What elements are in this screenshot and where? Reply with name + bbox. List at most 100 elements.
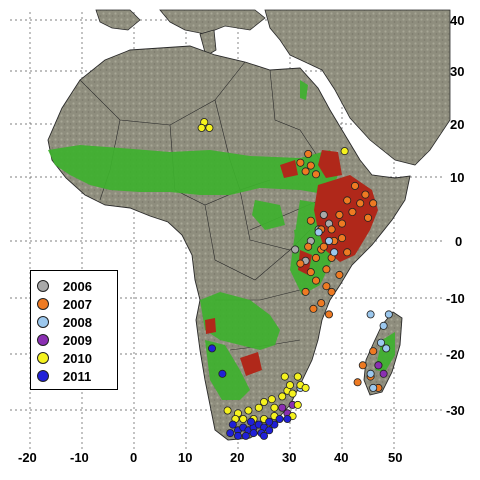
outbreak-marker-2006 bbox=[319, 210, 328, 219]
outbreak-marker-2007 bbox=[317, 299, 326, 308]
outbreak-marker-2008 bbox=[369, 383, 378, 392]
outbreak-marker-2011 bbox=[249, 429, 258, 438]
outbreak-marker-2011 bbox=[233, 431, 242, 440]
outbreak-marker-2009 bbox=[374, 361, 383, 370]
outbreak-marker-2007 bbox=[322, 282, 331, 291]
outbreak-marker-2011 bbox=[246, 417, 255, 426]
outbreak-marker-2010 bbox=[270, 403, 279, 412]
outbreak-marker-2010 bbox=[254, 403, 263, 412]
lon-tick: -10 bbox=[70, 450, 89, 465]
longitude-axis: -20 -10 0 10 20 30 40 50 bbox=[18, 450, 402, 465]
legend-item-2008: 2008 bbox=[37, 313, 92, 331]
lon-tick: -20 bbox=[18, 450, 37, 465]
outbreak-marker-2007 bbox=[363, 213, 372, 222]
legend-label: 2009 bbox=[63, 332, 92, 348]
landmass-north bbox=[95, 9, 451, 166]
outbreak-marker-2007 bbox=[350, 181, 359, 190]
legend-swatch bbox=[37, 298, 49, 310]
outbreak-marker-2007 bbox=[296, 259, 305, 268]
outbreak-marker-2011 bbox=[265, 417, 274, 426]
outbreak-marker-2011 bbox=[265, 426, 274, 435]
outbreak-marker-2011 bbox=[259, 431, 268, 440]
outbreak-marker-2007 bbox=[337, 219, 346, 228]
outbreak-marker-2010 bbox=[285, 381, 294, 390]
outbreak-marker-2010 bbox=[205, 123, 214, 132]
outbreak-marker-2010 bbox=[197, 123, 206, 132]
lat-tick: -10 bbox=[446, 291, 465, 306]
legend-swatch bbox=[37, 280, 49, 292]
outbreak-marker-2010 bbox=[267, 395, 276, 404]
outbreak-marker-2007 bbox=[304, 242, 313, 251]
outbreak-marker-2010 bbox=[301, 383, 310, 392]
outbreak-marker-2011 bbox=[241, 431, 250, 440]
legend-swatch bbox=[37, 316, 49, 328]
lon-tick: 30 bbox=[282, 450, 296, 465]
legend-label: 2010 bbox=[63, 350, 92, 366]
legend-swatch bbox=[37, 370, 49, 382]
outbreak-marker-2011 bbox=[226, 429, 235, 438]
legend-item-2006: 2006 bbox=[37, 277, 92, 295]
outbreak-marker-2007 bbox=[322, 265, 331, 274]
legend-item-2009: 2009 bbox=[37, 331, 92, 349]
outbreak-marker-2007 bbox=[304, 149, 313, 158]
outbreak-marker-2011 bbox=[283, 414, 292, 423]
legend-label: 2008 bbox=[63, 314, 92, 330]
outbreak-marker-2007 bbox=[319, 242, 328, 251]
outbreak-marker-2007 bbox=[301, 287, 310, 296]
outbreak-marker-2007 bbox=[343, 248, 352, 257]
outbreak-marker-2008 bbox=[314, 228, 323, 237]
outbreak-marker-2007 bbox=[306, 268, 315, 277]
outbreak-marker-2007 bbox=[335, 270, 344, 279]
outbreak-marker-2007 bbox=[337, 234, 346, 243]
outbreak-marker-2007 bbox=[327, 287, 336, 296]
lon-tick: 50 bbox=[388, 450, 402, 465]
outbreak-marker-2011 bbox=[207, 344, 216, 353]
outbreak-marker-2010 bbox=[278, 392, 287, 401]
outbreak-marker-2008 bbox=[376, 338, 385, 347]
outbreak-marker-2007 bbox=[324, 310, 333, 319]
outbreak-marker-2009 bbox=[278, 403, 287, 412]
outbreak-marker-2007 bbox=[369, 347, 378, 356]
lon-tick: 10 bbox=[178, 450, 192, 465]
outbreak-marker-2010 bbox=[280, 372, 289, 381]
lat-tick: -20 bbox=[446, 347, 465, 362]
outbreak-marker-2010 bbox=[288, 389, 297, 398]
lat-tick: -30 bbox=[446, 403, 465, 418]
lat-tick: 0 bbox=[455, 234, 462, 249]
outbreak-marker-2007 bbox=[306, 161, 315, 170]
outbreak-marker-2007 bbox=[348, 207, 357, 216]
legend-item-2011: 2011 bbox=[37, 367, 91, 385]
outbreak-marker-2007 bbox=[343, 196, 352, 205]
legend-label: 2006 bbox=[63, 278, 92, 294]
outbreak-markers bbox=[197, 118, 393, 440]
lon-tick: 0 bbox=[130, 450, 137, 465]
outbreak-marker-2010 bbox=[293, 372, 302, 381]
outbreak-marker-2008 bbox=[366, 369, 375, 378]
lat-tick: 40 bbox=[450, 13, 464, 28]
outbreak-marker-2010 bbox=[223, 406, 232, 415]
outbreak-marker-2007 bbox=[309, 304, 318, 313]
outbreak-marker-2008 bbox=[366, 310, 375, 319]
outbreak-marker-2011 bbox=[228, 420, 237, 429]
outbreak-marker-2007 bbox=[311, 253, 320, 262]
outbreak-marker-2007 bbox=[335, 210, 344, 219]
outbreak-marker-2007 bbox=[361, 190, 370, 199]
lon-tick: 20 bbox=[230, 450, 244, 465]
outbreak-marker-2011 bbox=[218, 369, 227, 378]
outbreak-marker-2007 bbox=[306, 216, 315, 225]
lat-tick: 20 bbox=[450, 117, 464, 132]
outbreak-marker-2007 bbox=[327, 225, 336, 234]
outbreak-marker-2007 bbox=[311, 170, 320, 179]
legend-label: 2011 bbox=[63, 368, 92, 384]
outbreak-marker-2010 bbox=[244, 406, 253, 415]
lat-tick: 10 bbox=[450, 170, 464, 185]
outbreak-marker-2008 bbox=[324, 236, 333, 245]
outbreak-marker-2007 bbox=[358, 361, 367, 370]
lat-tick: 30 bbox=[450, 64, 464, 79]
outbreak-marker-2008 bbox=[379, 321, 388, 330]
legend-item-2010: 2010 bbox=[37, 349, 92, 367]
legend-item-2007: 2007 bbox=[37, 295, 92, 313]
outbreak-marker-2008 bbox=[382, 344, 391, 353]
outbreak-marker-2010 bbox=[293, 400, 302, 409]
